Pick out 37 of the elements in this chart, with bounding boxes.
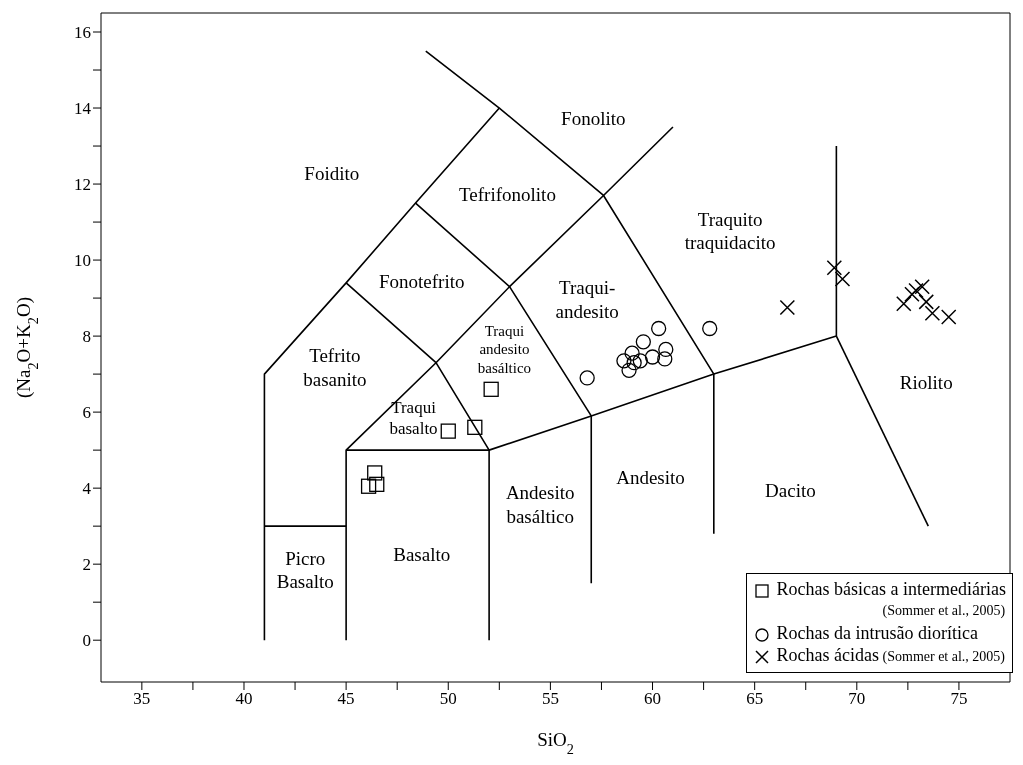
annotation: Picro Basalto	[276, 548, 334, 593]
x-tick-label: 35	[133, 689, 151, 709]
y-tick-label: 14	[74, 99, 92, 119]
annotation: Fonotefrito	[378, 271, 465, 293]
annotation: Traqui- andesito	[555, 277, 619, 323]
x-tick-label: 50	[439, 689, 457, 709]
legend-label: Rochas da intrusão diorítica	[776, 623, 979, 643]
annotation: Basalto	[393, 543, 451, 565]
y-tick-label: 4	[82, 479, 92, 499]
annotation: Tefrifonolito	[459, 183, 556, 205]
y-tick-label: 8	[82, 327, 91, 347]
x-tick-label: 65	[746, 689, 764, 709]
y-tick-label: 10	[74, 251, 91, 271]
legend-label: Rochas ácidas (Sommer et al., 2005)	[776, 645, 1006, 665]
annotation: Traquito traquidacito	[684, 208, 776, 254]
y-tick-label: 12	[74, 175, 91, 195]
annotation: Traqui andesito basáltico	[477, 322, 532, 377]
y-tick-label: 0	[82, 631, 91, 651]
x-tick-label: 55	[541, 689, 559, 709]
x-tick-label: 45	[337, 689, 355, 709]
y-tick-label: 16	[74, 23, 91, 43]
x-tick-label: 40	[235, 689, 253, 709]
y-tick-label: 6	[82, 403, 91, 423]
x-axis-title: SiO$_{2}$	[537, 729, 574, 757]
annotation: Riolito	[899, 372, 953, 394]
annotation: Dacito	[765, 480, 816, 502]
x-tick-label: 75	[950, 689, 968, 709]
annotation: Andesito	[616, 467, 685, 489]
annotation: Andesito basáltico	[505, 482, 575, 528]
annotation: Tefrito basanito	[303, 345, 367, 391]
annotation: Foidito	[304, 163, 360, 185]
annotation: Fonolito	[561, 108, 626, 130]
legend-label: Rochas básicas a intermediárias (Sommer et al., 2005)	[775, 579, 1006, 620]
x-tick-label: 70	[848, 689, 866, 709]
annotation: Traqui basalto	[389, 398, 438, 439]
y-tick-label: 2	[82, 555, 91, 575]
x-tick-label: 60	[644, 689, 662, 709]
